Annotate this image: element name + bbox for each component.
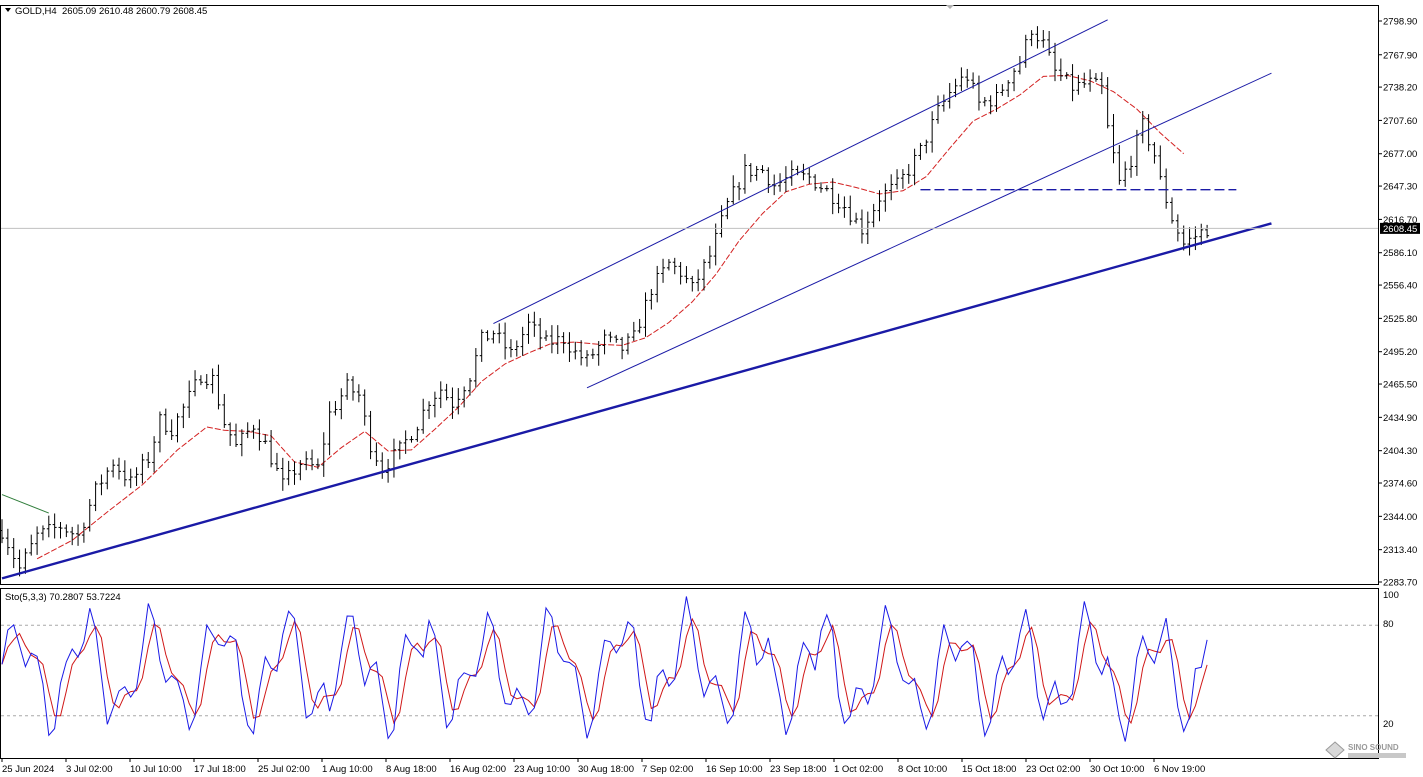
time-tick-label: 25 Jun 2024	[2, 764, 54, 775]
price-tick-label: 2586.10	[1383, 248, 1417, 259]
time-tick-label: 15 Oct 18:00	[962, 764, 1016, 775]
price-tick-label: 2313.40	[1383, 545, 1417, 556]
price-axis[interactable]: 2798.90 2767.90 2738.20 2707.60 2677.00 2647.…	[1378, 17, 1417, 589]
price-tick-label: 2374.60	[1383, 479, 1417, 490]
time-tick-label: 16 Sep 10:00	[706, 764, 763, 775]
diamond-logo-icon	[1325, 741, 1345, 759]
stochastic-label: Sto(5,3,3) 70.2807 53.7224	[5, 592, 121, 603]
price-tick-label: 2283.70	[1383, 578, 1417, 589]
candles-layer	[0, 26, 1210, 577]
time-tick-label: 6 Nov 19:00	[1154, 764, 1205, 775]
stochastic-pane	[0, 588, 1379, 759]
price-tick-label: 2647.30	[1383, 182, 1417, 193]
time-tick-label: 30 Aug 18:00	[578, 764, 634, 775]
time-tick-label: 30 Oct 10:00	[1090, 764, 1144, 775]
stochastic-layer	[1, 596, 1378, 742]
sto-level-100: 100	[1383, 590, 1399, 601]
ma-series-line	[36, 74, 1185, 560]
price-tick-label: 2798.90	[1383, 17, 1417, 28]
watermark-subtext-bar	[1348, 753, 1406, 758]
price-tick-label: 2525.80	[1383, 314, 1417, 325]
price-tick-label: 2495.20	[1383, 347, 1417, 358]
current-price-tag	[1380, 222, 1420, 234]
main-trendline	[1, 222, 1272, 580]
period-marker-icon	[946, 5, 954, 9]
time-tick-label: 23 Aug 10:00	[514, 764, 570, 775]
price-tick-label: 2434.90	[1383, 413, 1417, 424]
time-tick-label: 7 Sep 02:00	[642, 764, 693, 775]
price-tick-label: 2404.30	[1383, 446, 1417, 457]
moving-average-layer	[36, 74, 1185, 560]
price-tick-label: 2677.00	[1383, 149, 1417, 160]
time-tick-label: 23 Sep 18:00	[770, 764, 827, 775]
time-tick-label: 1 Aug 10:00	[322, 764, 373, 775]
time-tick-label: 8 Aug 18:00	[386, 764, 437, 775]
time-tick-label: 1 Oct 02:00	[834, 764, 883, 775]
time-tick-label: 16 Aug 02:00	[450, 764, 506, 775]
price-tick-label: 2556.40	[1383, 281, 1417, 292]
channel-line	[586, 72, 1272, 389]
sto-level-80: 80	[1383, 619, 1394, 630]
price-tick-label: 2616.70	[1383, 215, 1417, 226]
trendlines-layer	[1, 19, 1272, 580]
price-tick-label: 2344.00	[1383, 512, 1417, 523]
symbol-menu-icon[interactable]	[5, 8, 11, 12]
time-tick-label: 3 Jul 02:00	[66, 764, 112, 775]
price-tick-label: 2707.60	[1383, 116, 1417, 127]
symbol-timeframe: GOLD,H4	[15, 6, 57, 17]
current-price-label: 2608.45	[1383, 224, 1417, 235]
watermark-text: SINO SOUND	[1348, 743, 1399, 752]
time-tick-label: 25 Jul 02:00	[258, 764, 310, 775]
channel-line	[1, 494, 49, 514]
sto-signal-line	[1, 617, 1208, 725]
ohlc-values: 2605.09 2610.48 2600.79 2608.45	[62, 6, 207, 17]
main-pane	[0, 5, 1379, 585]
time-tick-label: 10 Jul 10:00	[130, 764, 182, 775]
time-tick-label: 17 Jul 18:00	[194, 764, 246, 775]
sto-level-20: 20	[1383, 719, 1394, 730]
time-tick-label: 23 Oct 02:00	[1026, 764, 1080, 775]
price-tick-label: 2738.20	[1383, 83, 1417, 94]
channel-line	[493, 19, 1108, 325]
time-axis[interactable]: 25 Jun 2024 3 Jul 02:00 10 Jul 10:00 17 Jul…	[1, 758, 1205, 775]
sto-main-line	[1, 596, 1208, 742]
price-tick-label: 2465.50	[1383, 380, 1417, 391]
watermark-logo: SINO SOUND	[1325, 741, 1406, 759]
price-tick-label: 2767.90	[1383, 50, 1417, 61]
time-tick-label: 8 Oct 10:00	[898, 764, 947, 775]
